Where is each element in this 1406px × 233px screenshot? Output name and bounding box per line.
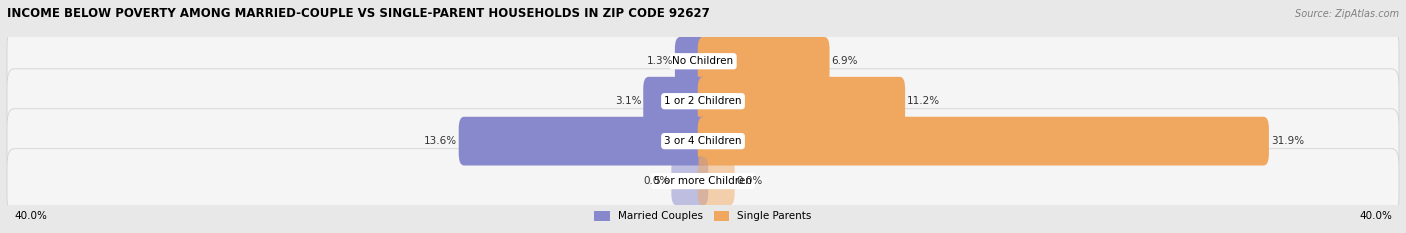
Text: 3.1%: 3.1% xyxy=(614,96,641,106)
Legend: Married Couples, Single Parents: Married Couples, Single Parents xyxy=(591,207,815,226)
FancyBboxPatch shape xyxy=(458,117,709,165)
Text: 40.0%: 40.0% xyxy=(14,211,46,221)
FancyBboxPatch shape xyxy=(672,157,709,206)
Text: 0.0%: 0.0% xyxy=(737,176,762,186)
FancyBboxPatch shape xyxy=(7,109,1399,174)
FancyBboxPatch shape xyxy=(644,77,709,126)
Text: INCOME BELOW POVERTY AMONG MARRIED-COUPLE VS SINGLE-PARENT HOUSEHOLDS IN ZIP COD: INCOME BELOW POVERTY AMONG MARRIED-COUPL… xyxy=(7,7,710,21)
FancyBboxPatch shape xyxy=(7,29,1399,94)
Text: 31.9%: 31.9% xyxy=(1271,136,1303,146)
Text: 3 or 4 Children: 3 or 4 Children xyxy=(664,136,742,146)
Text: Source: ZipAtlas.com: Source: ZipAtlas.com xyxy=(1295,9,1399,19)
Text: 13.6%: 13.6% xyxy=(423,136,457,146)
Text: 1.3%: 1.3% xyxy=(647,56,673,66)
Text: No Children: No Children xyxy=(672,56,734,66)
FancyBboxPatch shape xyxy=(675,37,709,86)
FancyBboxPatch shape xyxy=(697,37,830,86)
Text: 6.9%: 6.9% xyxy=(831,56,858,66)
FancyBboxPatch shape xyxy=(697,157,734,206)
Text: 0.0%: 0.0% xyxy=(644,176,669,186)
Text: 1 or 2 Children: 1 or 2 Children xyxy=(664,96,742,106)
FancyBboxPatch shape xyxy=(697,77,905,126)
FancyBboxPatch shape xyxy=(7,149,1399,213)
Text: 5 or more Children: 5 or more Children xyxy=(654,176,752,186)
FancyBboxPatch shape xyxy=(697,117,1268,165)
Text: 11.2%: 11.2% xyxy=(907,96,941,106)
FancyBboxPatch shape xyxy=(7,69,1399,134)
Text: 40.0%: 40.0% xyxy=(1360,211,1392,221)
